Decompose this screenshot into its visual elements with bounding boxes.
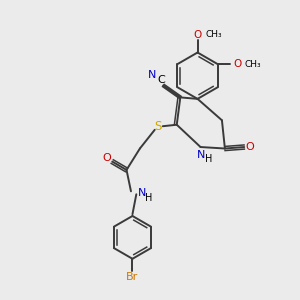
Text: N: N xyxy=(197,150,205,160)
Text: N: N xyxy=(137,188,146,198)
Text: O: O xyxy=(245,142,254,152)
Text: O: O xyxy=(194,30,202,40)
Text: N: N xyxy=(148,70,157,80)
Text: O: O xyxy=(234,59,242,69)
Text: H: H xyxy=(205,154,212,164)
Text: C: C xyxy=(158,75,165,85)
Text: O: O xyxy=(103,153,111,163)
Text: CH₃: CH₃ xyxy=(206,31,223,40)
Text: S: S xyxy=(154,120,162,133)
Text: Br: Br xyxy=(126,272,138,282)
Text: CH₃: CH₃ xyxy=(245,60,262,69)
Text: H: H xyxy=(145,193,153,203)
